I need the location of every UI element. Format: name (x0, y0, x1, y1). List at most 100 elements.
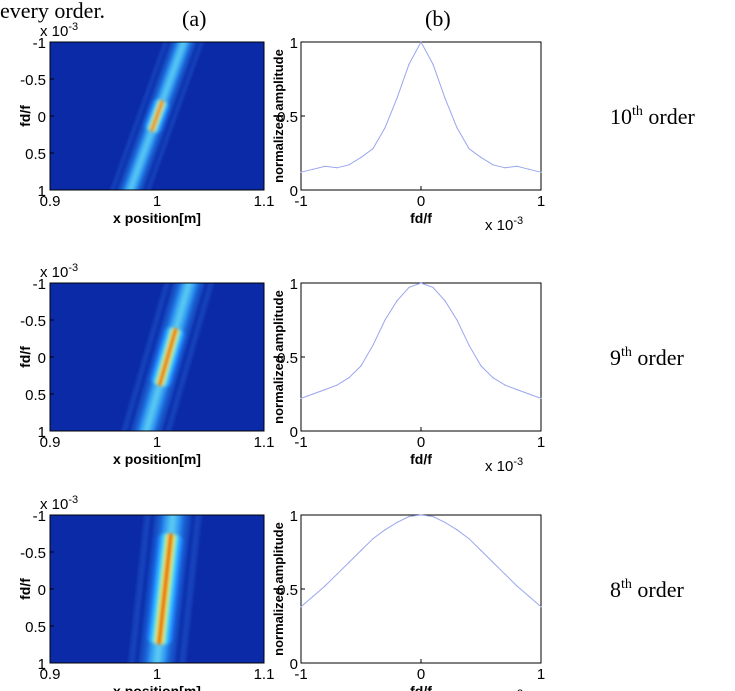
y-tick-label: 0.5 (25, 619, 46, 636)
y-tick-label: 0.5 (277, 582, 298, 599)
x-tick-label: -1 (294, 434, 307, 451)
x-tick-label: 1 (153, 434, 161, 451)
profile-point (300, 397, 302, 400)
y-axis-label: normalized amplitude (271, 290, 286, 424)
profile-point (396, 521, 398, 524)
y-tick-label: 0 (290, 424, 298, 441)
x-tick-label: 1.1 (254, 193, 275, 210)
y-tick-label: -0.5 (20, 313, 46, 330)
profile-point (372, 344, 374, 346)
x-tick-label: 1.1 (254, 434, 275, 451)
y-axis-label: fd/f (17, 578, 33, 600)
x-axis-label: fd/f (410, 683, 432, 691)
y-tick-label: -0.5 (20, 545, 46, 562)
heatmap-band (125, 515, 205, 663)
heatmap-band (103, 42, 211, 190)
y-tick-label: -0.5 (20, 72, 46, 89)
row-10th: -1-0.500.510.9 1 1.1x position[m]fd/fx 10-… (17, 21, 695, 234)
profile-point (492, 164, 494, 166)
y-tick-label: 0.5 (25, 387, 46, 404)
profile-point (324, 388, 326, 391)
profile-point (492, 377, 494, 379)
y-tick-label: 1 (290, 508, 298, 525)
band-core (148, 327, 187, 387)
y-tick-label: 0.5 (25, 146, 46, 163)
profile-point (504, 167, 506, 169)
x-tick-label: 1 (537, 193, 545, 210)
y-tick-label: -1 (33, 276, 46, 293)
y-tick-label: 0 (290, 656, 298, 673)
y-axis-label: normalized amplitude (271, 522, 286, 656)
profile-point (408, 286, 410, 289)
profile-frame (300, 514, 542, 664)
y-tick-label: 0 (290, 183, 298, 200)
caption-fragment: every order. (0, 0, 105, 23)
profile-point (312, 393, 314, 395)
x-tick-label: 0 (417, 666, 425, 683)
y-tick-label: 1 (38, 656, 46, 673)
profile-point (396, 97, 398, 99)
profile-point (480, 156, 482, 159)
side-lobe (156, 283, 220, 431)
profile-point (456, 319, 458, 321)
profile-point (480, 365, 482, 367)
x-exponent-label: x 10-3 (485, 456, 523, 475)
profile-point (420, 282, 422, 284)
profile-point (348, 561, 350, 563)
profile-point (348, 164, 350, 166)
order-label: 8th order (610, 577, 684, 602)
side-lobe (115, 283, 180, 431)
y-tick-label: 0.5 (277, 350, 298, 367)
profile-point (336, 167, 338, 169)
profile-point (444, 521, 446, 524)
y-tick-label: 0.5 (277, 109, 298, 126)
profile-point (468, 538, 470, 540)
profile-point (468, 147, 470, 150)
y-axis-label: fd/f (17, 105, 33, 127)
y-tick-label: 1 (290, 276, 298, 293)
heatmap-panel: -1-0.500.510.9 1 1.1x position[m]fd/fx 10-… (17, 262, 275, 467)
profile-point (516, 165, 518, 167)
x-tick-label: 0.9 (40, 666, 61, 683)
profile-point (432, 286, 434, 289)
profile-frame (300, 282, 542, 432)
profile-point (336, 384, 338, 386)
heatmap-band (115, 283, 220, 431)
order-label: 10th order (610, 104, 695, 129)
y-tick-label: 1 (38, 424, 46, 441)
x-tick-label: 0 (417, 193, 425, 210)
profile-point (468, 344, 470, 346)
profile-point (432, 63, 434, 65)
profile-point (480, 549, 482, 552)
band-core (143, 99, 171, 133)
side-lobe (135, 42, 211, 190)
profile-point (504, 573, 506, 575)
row-9th: -1-0.500.510.9 1 1.1x position[m]fd/fx 10-… (17, 262, 684, 475)
profile-point (516, 585, 518, 587)
x-tick-label: -1 (294, 193, 307, 210)
x-exponent-label: x 10-3 (485, 215, 523, 234)
profile-point (408, 63, 410, 65)
side-lobe (125, 515, 155, 663)
x-tick-label: 1 (537, 434, 545, 451)
y-tick-label: -1 (33, 508, 46, 525)
profile-point (420, 514, 422, 516)
profile-point (372, 147, 374, 150)
profile-point (300, 606, 302, 608)
y-tick-label: 0 (38, 582, 46, 599)
y-exponent-label: x 10-3 (40, 262, 78, 281)
y-tick-label: 0 (38, 109, 46, 126)
profile-point (312, 595, 314, 598)
x-tick-label: 0.9 (40, 434, 61, 451)
profile-point (300, 171, 302, 173)
profile-point (324, 585, 326, 587)
profile-point (312, 168, 314, 170)
profile-point (444, 97, 446, 99)
y-tick-label: 1 (38, 183, 46, 200)
x-axis-label: x position[m] (113, 210, 201, 226)
profile-point (492, 561, 494, 563)
x-axis-label: x position[m] (113, 683, 201, 691)
